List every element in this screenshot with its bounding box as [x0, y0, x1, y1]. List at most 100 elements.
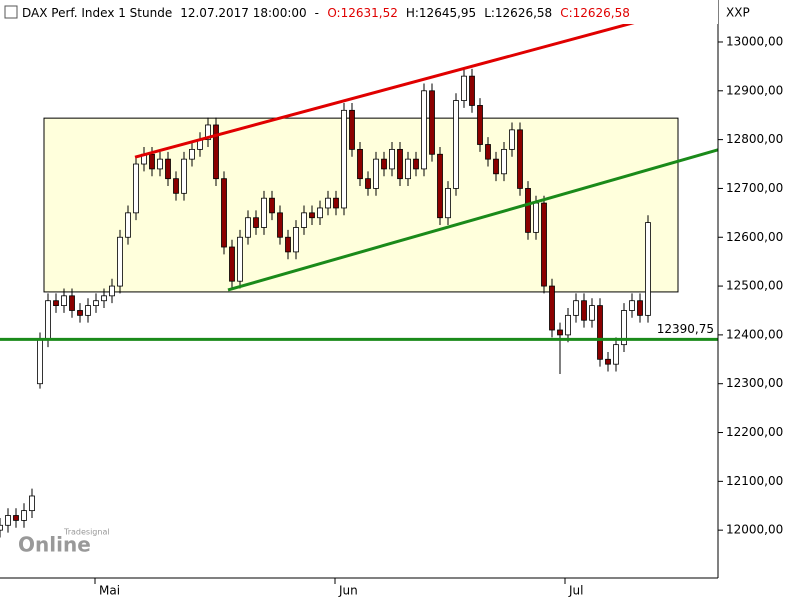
candle-body	[349, 109, 355, 150]
candle-body	[133, 163, 139, 214]
header-item: H:12645,95	[406, 6, 476, 20]
candle-body	[477, 105, 483, 145]
symbol: XXP	[726, 6, 750, 20]
chart-icon	[4, 5, 18, 19]
candle-body	[357, 148, 363, 180]
candle-body	[109, 285, 115, 297]
trend-line	[227, 148, 719, 292]
header-item: DAX Perf. Index 1 Stunde	[22, 6, 172, 20]
candle-body	[453, 100, 459, 189]
x-tick-label: Mai	[99, 584, 120, 598]
candle-body	[541, 202, 547, 287]
y-tick-label: 12400,00	[726, 327, 783, 341]
y-tick-label: 12200,00	[726, 425, 783, 439]
candle-body	[205, 124, 211, 141]
candle-body	[469, 75, 475, 106]
y-tick-label: 12500,00	[726, 279, 783, 293]
y-tick-label: 12800,00	[726, 132, 783, 146]
y-tick-label: 12600,00	[726, 230, 783, 244]
candle-body	[189, 148, 195, 160]
candle-body	[549, 285, 555, 331]
candle-body	[413, 158, 419, 170]
candle-body	[341, 109, 347, 209]
candle-body	[229, 246, 235, 282]
y-tick-label: 12100,00	[726, 474, 783, 488]
candle-body	[5, 515, 11, 526]
candle-body	[165, 158, 171, 180]
candle-body	[381, 158, 387, 170]
candle-body	[501, 148, 507, 175]
candle-body	[325, 197, 331, 209]
candle-body	[517, 129, 523, 189]
candle-body	[149, 153, 155, 170]
candle-body	[0, 524, 3, 531]
candle-body	[621, 310, 627, 346]
candle-body	[293, 227, 299, 253]
plot-area: 12390,75	[0, 0, 719, 538]
candle-body	[605, 358, 611, 365]
candle-body	[645, 222, 651, 316]
candle-body	[405, 158, 411, 180]
candle-body	[93, 300, 99, 306]
y-tick-label: 12300,00	[726, 376, 783, 390]
candle-body	[61, 295, 67, 306]
y-tick-label: 12700,00	[726, 181, 783, 195]
header-bg	[0, 0, 718, 24]
candle-body	[301, 212, 307, 228]
candle-body	[221, 178, 227, 248]
candle-body	[533, 202, 539, 233]
trend-line	[134, 0, 719, 159]
candle-body	[397, 148, 403, 180]
candle-body	[157, 158, 163, 170]
header-item: O:12631,52	[327, 6, 398, 20]
y-tick-label: 12000,00	[726, 523, 783, 537]
candle-body	[565, 314, 571, 336]
y-tick-label: 12900,00	[726, 83, 783, 97]
watermark: Online	[18, 533, 91, 557]
candle-body	[101, 295, 107, 302]
x-tick-label: Jul	[568, 584, 583, 598]
candle-body	[213, 124, 219, 180]
candle-body	[421, 90, 427, 170]
candle-body	[461, 75, 467, 101]
candle-body	[53, 300, 59, 306]
candle-body	[285, 236, 291, 253]
candle-body	[125, 212, 131, 238]
watermark-brand: Tradesignal	[63, 528, 110, 537]
candle-body	[437, 153, 443, 219]
candle-body	[269, 197, 275, 214]
range-box	[43, 117, 679, 293]
candle-body	[253, 217, 259, 228]
x-tick-label: Jun	[338, 584, 358, 598]
candle-body	[77, 310, 83, 316]
candle-body	[69, 295, 75, 311]
support-label: 12390,75	[657, 322, 714, 336]
candle-body	[237, 236, 243, 282]
candle-body	[581, 300, 587, 321]
header-item: 12.07.2017 18:00:00	[180, 6, 306, 20]
candle-body	[485, 144, 491, 160]
candle-body	[37, 339, 43, 385]
y-tick-label: 13000,00	[726, 34, 783, 48]
candle-body	[309, 212, 315, 219]
candle-body	[445, 188, 451, 219]
candle-body	[597, 305, 603, 360]
candle-body	[333, 197, 339, 209]
candle-body	[245, 217, 251, 238]
header-item: C:12626,58	[560, 6, 630, 20]
candle-body	[637, 300, 643, 316]
candle-body	[173, 178, 179, 194]
header-item: L:12626,58	[484, 6, 552, 20]
candle-body	[509, 129, 515, 150]
candle-body	[45, 300, 51, 341]
candle-body	[389, 148, 395, 170]
candle-body	[13, 515, 19, 521]
candle-body	[29, 495, 35, 512]
candle-body	[613, 344, 619, 365]
candle-body	[629, 300, 635, 311]
candle-body	[181, 158, 187, 194]
candle-body	[261, 197, 267, 228]
candle-body	[525, 188, 531, 233]
